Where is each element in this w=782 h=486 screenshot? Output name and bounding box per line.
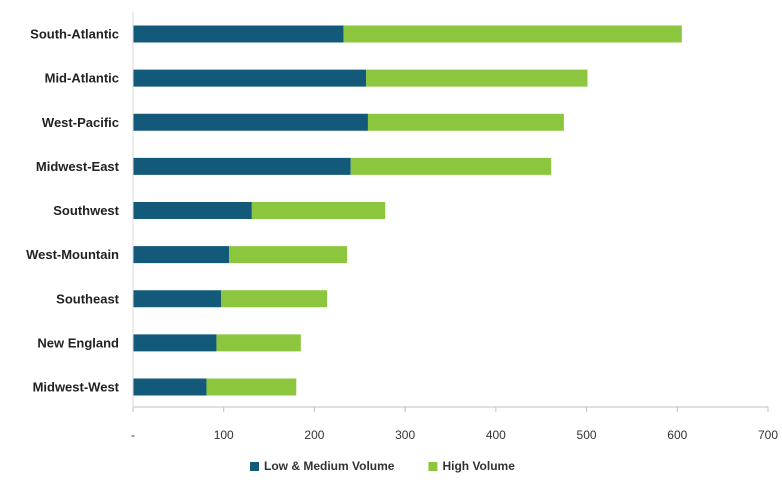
bar-low-medium-volume (133, 157, 351, 175)
category-label: New England (37, 335, 119, 350)
bar-low-medium-volume (133, 202, 252, 219)
legend: Low & Medium Volume High Volume (250, 459, 515, 473)
legend-label-high-volume: High Volume (442, 459, 515, 473)
legend-swatch-high-volume (428, 462, 438, 471)
category-label: Southwest (53, 203, 119, 218)
x-tick-label: 500 (577, 428, 597, 442)
legend-label-low-medium-volume: Low & Medium Volume (264, 459, 395, 473)
bar-high-volume (229, 246, 348, 264)
bar-low-medium-volume (133, 69, 367, 87)
x-tick-label: 700 (758, 428, 778, 442)
category-label: West-Mountain (26, 247, 119, 262)
legend-swatch-low-medium-volume (250, 462, 259, 471)
bars-layer (133, 25, 682, 396)
x-tick-label: - (131, 428, 135, 442)
bar-high-volume (343, 25, 682, 43)
category-label: Southeast (56, 291, 120, 306)
x-tick-label: 300 (395, 428, 415, 442)
category-labels: South-Atlantic Mid-Atlantic West-Pacific Mi… (26, 27, 120, 395)
bar-low-medium-volume (133, 334, 217, 352)
category-label: Midwest-East (36, 159, 120, 174)
x-tick-label: 200 (304, 428, 324, 442)
x-tick-labels: - 100 200 300 400 500 600 700 (131, 428, 778, 442)
axis-layer (132, 12, 769, 412)
category-label: Mid-Atlantic (45, 71, 119, 86)
bar-low-medium-volume (133, 290, 221, 308)
bar-high-volume (350, 157, 552, 175)
bar-high-volume (220, 290, 328, 308)
x-tick-label: 400 (486, 428, 506, 442)
x-tick-label: 100 (214, 428, 234, 442)
bar-high-volume (216, 334, 301, 352)
category-label: South-Atlantic (30, 27, 119, 42)
bar-low-medium-volume (133, 113, 368, 131)
bar-high-volume (366, 69, 588, 87)
bar-low-medium-volume (133, 25, 344, 43)
category-label: Midwest-West (33, 380, 120, 395)
category-label: West-Pacific (42, 115, 119, 130)
bar-high-volume (367, 113, 564, 131)
bar-low-medium-volume (133, 378, 207, 396)
x-tick-label: 600 (667, 428, 687, 442)
bar-high-volume (251, 202, 386, 219)
bar-low-medium-volume (133, 246, 230, 264)
bar-high-volume (206, 378, 297, 396)
